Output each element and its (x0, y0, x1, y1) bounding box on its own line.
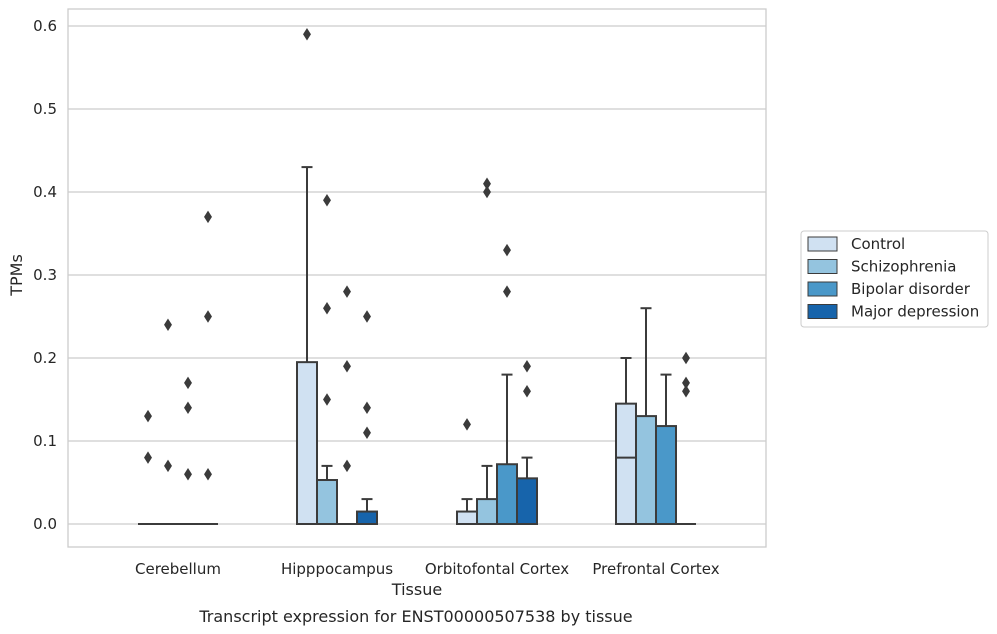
outlier-point (463, 418, 471, 431)
box-body (296, 361, 318, 525)
outlier-point (184, 376, 192, 390)
box (138, 409, 158, 525)
outlier-point (323, 393, 331, 406)
outlier-point (343, 285, 351, 298)
outlier-point (184, 467, 192, 481)
x-tick-label: Orbitofontal Cortex (425, 560, 569, 578)
box (178, 376, 198, 525)
plot-frame (67, 8, 767, 548)
outlier-point (164, 318, 172, 332)
outlier-point (144, 451, 152, 464)
box (676, 351, 696, 525)
box (615, 357, 637, 525)
legend-frame (800, 230, 989, 328)
outlier-point (343, 360, 351, 373)
legend: Control Schizophrenia Bipolar disorder Majo… (800, 230, 989, 328)
outlier-point (343, 459, 351, 473)
outlier-point (323, 194, 331, 207)
outlier-point (523, 360, 531, 373)
legend-item: Bipolar disorder (807, 280, 971, 298)
outlier-point (323, 301, 331, 315)
series-control (138, 28, 637, 525)
outlier-point (363, 426, 371, 439)
box (356, 310, 378, 525)
series-bipolar-disorder (178, 243, 677, 525)
box-body (456, 510, 478, 525)
legend-swatch (807, 304, 838, 319)
y-tick-label: 0.5 (33, 100, 57, 118)
box (316, 194, 338, 526)
y-axis-label: TPMs (7, 254, 26, 297)
y-tick-label: 0.2 (33, 349, 57, 367)
outlier-point (204, 210, 212, 224)
box (296, 28, 318, 525)
box (158, 318, 178, 525)
legend-label: Bipolar disorder (851, 280, 971, 298)
box-body (476, 498, 498, 526)
box-body (496, 463, 518, 525)
outlier-point (483, 185, 491, 199)
legend-item: Schizophrenia (807, 258, 956, 276)
y-tick-label: 0.4 (33, 183, 57, 201)
series-major-depression (198, 210, 696, 526)
legend-label: Control (851, 235, 905, 253)
outlier-point (164, 459, 172, 473)
legend-label: Major depression (851, 303, 979, 321)
y-tick-labels: 0.0 0.1 0.2 0.3 0.4 0.5 0.6 (33, 17, 57, 533)
y-tick-label: 0.3 (33, 266, 57, 284)
outlier-point (523, 384, 531, 398)
box (198, 210, 218, 525)
box-body (316, 479, 338, 526)
legend-items: Control Schizophrenia Bipolar disorder Majo… (807, 235, 979, 321)
outlier-point (363, 310, 371, 323)
box-body (356, 510, 378, 525)
outlier-point (144, 409, 152, 423)
box-body (615, 402, 637, 525)
outlier-point (204, 467, 212, 481)
box (476, 177, 498, 526)
x-tick-label: Hipppocampus (281, 560, 393, 578)
legend-swatch (807, 259, 838, 274)
box-series (138, 28, 696, 526)
outlier-point (682, 384, 690, 398)
y-tick-label: 0.0 (33, 515, 57, 533)
box (496, 243, 518, 525)
outlier-point (303, 28, 311, 41)
outlier-point (682, 351, 690, 365)
outlier-point (363, 401, 371, 415)
legend-swatch (807, 236, 838, 252)
legend-item: Major depression (807, 303, 979, 321)
box-body (516, 477, 538, 526)
outlier-point (204, 310, 212, 323)
y-tick-label: 0.1 (33, 432, 57, 450)
x-tick-label: Cerebellum (135, 560, 221, 578)
box (655, 373, 677, 525)
box (516, 360, 538, 526)
legend-item: Control (807, 235, 905, 253)
series-schizophrenia (158, 177, 657, 526)
chart-caption: Transcript expression for ENST0000050753… (198, 607, 632, 626)
box (337, 285, 357, 525)
x-tick-label: Prefrontal Cortex (592, 560, 719, 578)
legend-label: Schizophrenia (851, 258, 956, 276)
box-body (635, 415, 657, 526)
x-tick-labels: Cerebellum Hipppocampus Orbitofontal Corte… (135, 560, 720, 578)
x-axis-label: Tissue (391, 580, 442, 599)
box (456, 418, 478, 525)
y-tick-label: 0.6 (33, 17, 57, 35)
legend-swatch (807, 281, 838, 297)
gridlines (68, 25, 766, 525)
outlier-point (503, 285, 511, 298)
outlier-point (184, 401, 192, 415)
box (635, 307, 657, 526)
box-body (655, 425, 677, 525)
outlier-point (503, 243, 511, 257)
